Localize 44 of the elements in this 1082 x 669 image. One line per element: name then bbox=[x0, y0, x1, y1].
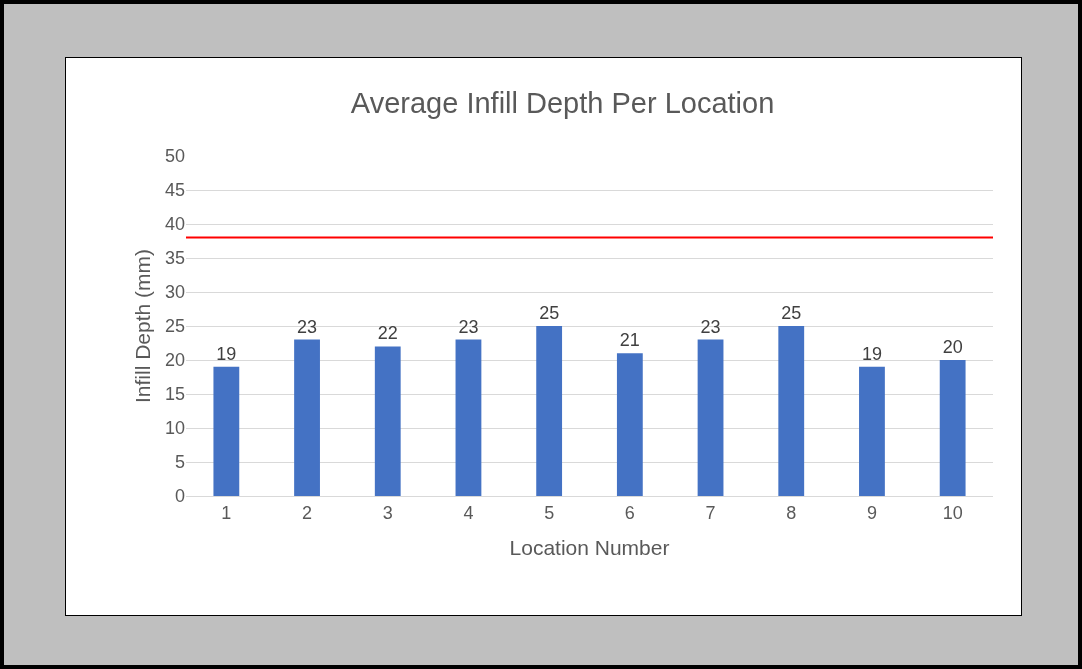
bar bbox=[294, 339, 320, 496]
bar bbox=[616, 353, 643, 496]
y-tick-label: 40 bbox=[164, 214, 185, 235]
data-label: 25 bbox=[539, 303, 560, 323]
y-tick-label: 5 bbox=[174, 452, 185, 473]
x-tick-label: 3 bbox=[382, 502, 393, 523]
data-label: 20 bbox=[942, 337, 963, 357]
x-axis-title: Location Number bbox=[509, 535, 670, 559]
chart-title: Average Infill Depth Per Location bbox=[350, 86, 775, 119]
data-label: 19 bbox=[861, 343, 882, 364]
x-tick-label: 8 bbox=[786, 502, 797, 523]
data-label: 22 bbox=[377, 323, 398, 344]
bar bbox=[374, 346, 401, 496]
y-tick-label: 15 bbox=[164, 384, 185, 405]
bar bbox=[697, 339, 724, 496]
bar bbox=[455, 339, 482, 496]
x-tick-label: 7 bbox=[705, 502, 716, 523]
data-label: 21 bbox=[619, 330, 640, 351]
y-tick-label: 20 bbox=[164, 350, 185, 371]
bar bbox=[778, 326, 805, 496]
y-tick-label: 50 bbox=[164, 146, 185, 167]
x-tick-label: 4 bbox=[463, 502, 474, 523]
data-label: 25 bbox=[781, 303, 802, 323]
x-tick-label: 5 bbox=[544, 502, 555, 523]
x-tick-label: 2 bbox=[302, 502, 313, 523]
x-tick-label: 10 bbox=[942, 502, 963, 523]
bar bbox=[939, 360, 966, 496]
y-tick-label: 10 bbox=[164, 418, 185, 439]
bar bbox=[859, 366, 885, 496]
bar bbox=[536, 326, 563, 496]
data-label: 23 bbox=[700, 316, 721, 337]
x-tick-label: 1 bbox=[221, 502, 232, 523]
data-label: 23 bbox=[297, 316, 318, 337]
y-axis-title: Infill Depth (mm) bbox=[131, 248, 155, 404]
data-label: 19 bbox=[216, 343, 237, 364]
y-tick-label: 45 bbox=[164, 180, 185, 201]
x-tick-label: 6 bbox=[624, 502, 635, 523]
y-tick-label: 0 bbox=[174, 486, 185, 507]
bar bbox=[213, 366, 240, 496]
y-tick-label: 35 bbox=[164, 248, 185, 269]
data-label: 23 bbox=[458, 316, 479, 337]
y-tick-label: 30 bbox=[164, 282, 185, 303]
y-tick-label: 25 bbox=[164, 316, 185, 337]
x-tick-label: 9 bbox=[866, 502, 877, 523]
